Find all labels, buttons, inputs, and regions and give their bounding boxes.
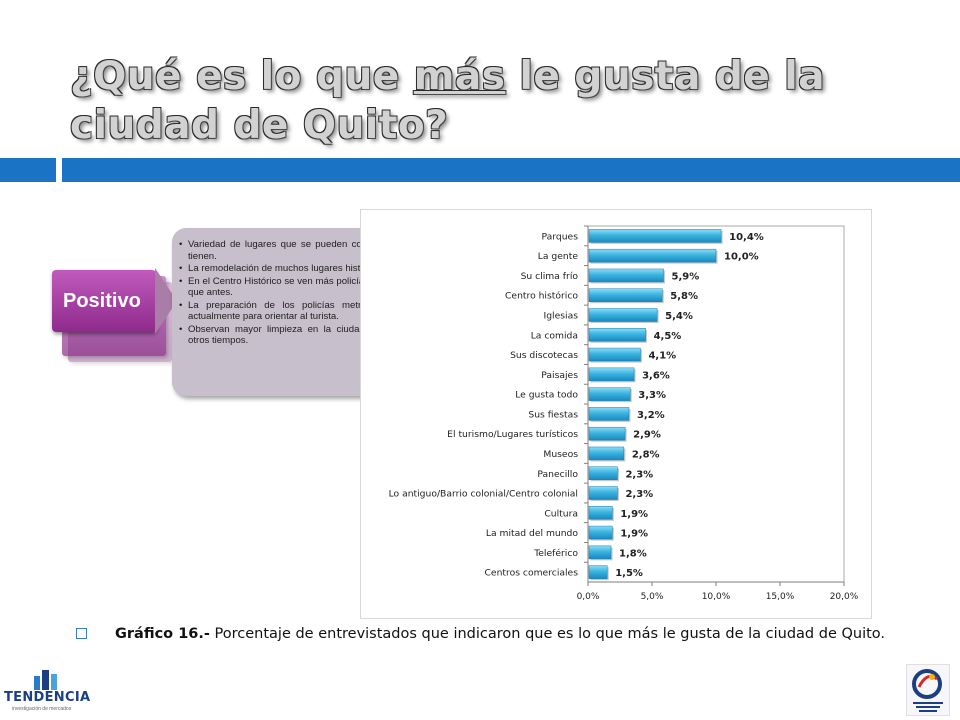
data-label: 5,4% [665, 311, 693, 322]
caption-label: Gráfico 16.- [115, 626, 210, 642]
data-label: 10,4% [729, 232, 764, 243]
data-label: 3,3% [638, 390, 666, 401]
bar [588, 545, 612, 560]
bar [588, 486, 618, 500]
bar [588, 466, 618, 480]
bar [588, 426, 626, 441]
title-underlined-word: más [413, 54, 506, 99]
header-accent-bar-right [62, 158, 960, 182]
bar [588, 229, 722, 243]
bar [588, 387, 631, 401]
category-label: El turismo/Lugares turísticos [447, 429, 578, 440]
data-label: 2,8% [632, 449, 660, 460]
category-label: Lo antiguo/Barrio colonial/Centro coloni… [389, 489, 578, 500]
note-item: La remodelación de muchos lugares histór… [179, 263, 462, 275]
tendencia-wordmark: TENDENCIA [4, 690, 91, 705]
category-label: Paisajes [541, 370, 578, 381]
data-label: 2,9% [633, 430, 661, 441]
data-label: 3,6% [642, 370, 670, 381]
category-label: Museos [543, 449, 578, 460]
caption-text: Gráfico 16.- Porcentaje de entrevistados… [115, 623, 885, 646]
category-label: Panecillo [537, 469, 578, 480]
building-icon [34, 670, 57, 690]
category-label: La comida [531, 330, 578, 341]
header-accent-bar-left [0, 158, 56, 182]
category-label: La gente [538, 251, 579, 262]
data-label: 4,5% [654, 331, 682, 342]
bar [588, 308, 658, 322]
category-label: Centro histórico [505, 291, 578, 302]
caption-body: Porcentaje de entrevistados que indicaro… [209, 626, 886, 642]
data-label: 1,9% [620, 509, 648, 520]
note-item: La preparación de los policías metropoli… [179, 300, 462, 323]
data-label: 2,3% [625, 469, 653, 480]
bar [588, 288, 663, 302]
x-tick-label: 10,0% [702, 592, 731, 602]
category-label: Teleférico [533, 548, 578, 559]
category-label: Sus discotecas [510, 350, 578, 361]
bar-chart-panel: Parques 10,4% La gente 10,0% Su clima frío 5,… [360, 209, 872, 619]
callout-pointer-arrow [155, 268, 177, 334]
x-tick-label: 15,0% [766, 592, 795, 602]
positive-notes-list: Variedad de lugares que se pueden conoce… [179, 239, 462, 347]
data-label: 1,8% [619, 548, 647, 559]
data-label: 2,3% [625, 489, 653, 500]
caption-bullet-icon [76, 628, 87, 639]
bar [588, 347, 641, 362]
data-label: 3,2% [637, 410, 665, 421]
bar [588, 565, 608, 579]
data-label: 5,9% [672, 271, 700, 282]
bar [588, 506, 613, 520]
data-label: 1,5% [615, 568, 643, 579]
quito-turismo-logo-icon [906, 664, 950, 716]
page-title: ¿Qué es lo que más le gusta de la ciudad… [70, 52, 930, 150]
data-label: 10,0% [724, 252, 759, 263]
positivo-callout: Positivo [52, 270, 156, 332]
bar [588, 328, 646, 342]
tendencia-logo: TENDENCIA investigación de mercados [4, 668, 90, 718]
bar [588, 446, 625, 461]
title-part-1: ¿Qué es lo que [70, 54, 414, 99]
category-label: Parques [542, 231, 579, 242]
data-label: 1,9% [620, 529, 648, 540]
data-label: 5,8% [670, 291, 698, 302]
bar [588, 268, 664, 283]
x-tick-label: 0,0% [577, 592, 600, 602]
chart-caption: Gráfico 16.- Porcentaje de entrevistados… [76, 623, 916, 646]
tendencia-tagline: investigación de mercados [12, 706, 72, 712]
category-label: Cultura [544, 508, 578, 519]
category-label: La mitad del mundo [486, 528, 579, 539]
x-tick-label: 20,0% [830, 592, 859, 602]
title-part-2: le gusta de la ciudad de Quito? [70, 54, 825, 148]
bar [588, 248, 717, 263]
bar [588, 407, 630, 421]
bar [588, 525, 613, 540]
note-item: Observan mayor limpieza en la ciudad en … [179, 324, 462, 347]
category-label: Iglesias [543, 311, 578, 322]
bar-chart: Parques 10,4% La gente 10,0% Su clima frío 5,… [389, 225, 859, 602]
bar [588, 367, 635, 382]
note-item: En el Centro Histórico se ven más policí… [179, 276, 462, 299]
category-label: Le gusta todo [515, 390, 578, 401]
category-label: Centros comerciales [485, 568, 579, 579]
data-label: 4,1% [648, 351, 676, 362]
x-tick-label: 5,0% [641, 592, 664, 602]
category-label: Su clima frío [521, 271, 579, 282]
note-item: Variedad de lugares que se pueden conoce… [179, 239, 462, 262]
category-label: Sus fiestas [528, 409, 578, 420]
